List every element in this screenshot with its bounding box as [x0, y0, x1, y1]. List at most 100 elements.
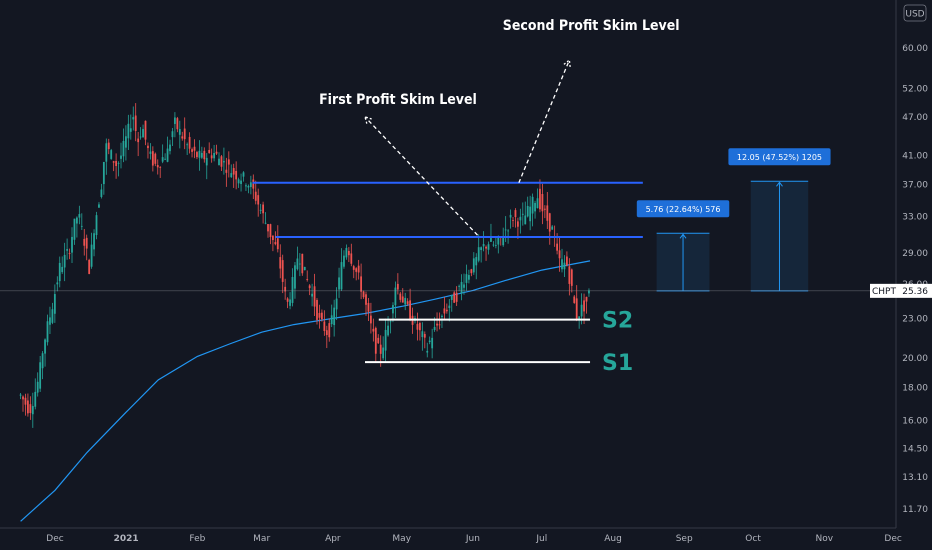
x-tick-label: Nov: [815, 534, 833, 544]
candle: [223, 147, 225, 175]
x-tick-label: Oct: [745, 534, 761, 544]
candle-body: [450, 295, 453, 300]
candle: [31, 392, 34, 428]
candle: [546, 192, 549, 229]
candle: [176, 116, 179, 133]
candle-body: [183, 128, 186, 140]
candle: [345, 244, 348, 260]
candle-body: [578, 316, 581, 320]
candle-body: [436, 323, 438, 326]
y-tick-label: 33.00: [902, 213, 928, 223]
candle: [294, 261, 296, 299]
candle: [548, 212, 551, 245]
candle-body: [252, 179, 255, 189]
symbol-tag-label: CHPT: [872, 287, 896, 297]
candle: [272, 235, 274, 252]
candle: [235, 161, 238, 190]
candle: [558, 237, 561, 272]
candle-body: [279, 257, 282, 269]
candle: [338, 267, 340, 298]
candle-body: [137, 138, 140, 143]
candle: [132, 106, 135, 131]
candle-body: [296, 258, 299, 270]
candle-body: [379, 344, 382, 354]
candle-body: [259, 209, 262, 211]
candle: [41, 351, 44, 380]
candle: [276, 225, 279, 253]
candle: [426, 342, 429, 358]
candle: [232, 163, 235, 188]
target-box[interactable]: 5.76 (22.64%) 576: [636, 200, 730, 292]
candle: [61, 256, 64, 274]
candle: [394, 281, 397, 318]
candle: [151, 146, 154, 172]
candle: [286, 297, 289, 309]
candle-body: [254, 191, 257, 201]
candle-body: [19, 394, 22, 396]
x-tick-label: Dec: [46, 534, 63, 544]
candle: [514, 208, 517, 228]
candle: [125, 125, 127, 161]
candle: [517, 217, 519, 239]
candle: [389, 319, 392, 334]
candle-body: [286, 298, 289, 302]
candle: [318, 304, 321, 329]
candle-body: [105, 143, 108, 162]
candle: [240, 173, 242, 192]
candle: [291, 268, 294, 307]
candle-body: [472, 258, 475, 273]
candle-body: [514, 210, 517, 218]
annotation-text: Second Profit Skim Level: [503, 18, 680, 34]
candle-body: [176, 118, 179, 130]
candle-body: [249, 182, 252, 188]
candle-body: [98, 204, 100, 208]
candle-body: [406, 301, 409, 304]
candle: [78, 205, 81, 225]
target-label: 5.76 (22.64%) 576: [646, 205, 721, 214]
candle-body: [588, 290, 590, 294]
candle-body: [298, 263, 301, 265]
candle-body: [132, 117, 135, 120]
candle-body: [367, 303, 370, 312]
candle-body: [316, 300, 318, 320]
candle-body: [350, 253, 353, 264]
candle-body: [465, 274, 468, 283]
candle-body: [272, 235, 274, 241]
candle: [303, 266, 306, 271]
candle-body: [220, 156, 223, 167]
candle: [436, 312, 438, 332]
candle-body: [151, 151, 154, 166]
candle: [323, 310, 326, 336]
candle: [578, 316, 581, 329]
candle: [193, 139, 196, 159]
candle: [279, 244, 282, 279]
candle: [95, 211, 98, 240]
candle: [169, 139, 171, 155]
candle: [480, 246, 483, 263]
candle: [401, 288, 404, 303]
candle-body: [357, 265, 360, 273]
candle-body: [384, 329, 387, 351]
candle: [29, 396, 32, 420]
candle: [360, 263, 363, 300]
candle: [93, 229, 95, 257]
currency-button[interactable]: USD: [903, 4, 927, 22]
candle: [46, 314, 49, 346]
candle: [154, 152, 157, 167]
symbol-tag: [870, 283, 898, 298]
candle: [188, 132, 191, 154]
candle-body: [490, 237, 492, 242]
candle-body: [360, 276, 363, 292]
candle-body: [71, 236, 73, 253]
candle-body: [399, 293, 402, 300]
candle: [19, 392, 22, 400]
candle-body: [88, 259, 91, 274]
candle: [262, 201, 265, 224]
candle-body: [396, 283, 399, 290]
candle-body: [264, 222, 267, 224]
price-axis-panel: [896, 0, 932, 550]
candle: [423, 331, 426, 349]
annotation-arrow-line: [518, 59, 570, 184]
candle-body: [585, 296, 588, 302]
candle: [561, 248, 563, 273]
